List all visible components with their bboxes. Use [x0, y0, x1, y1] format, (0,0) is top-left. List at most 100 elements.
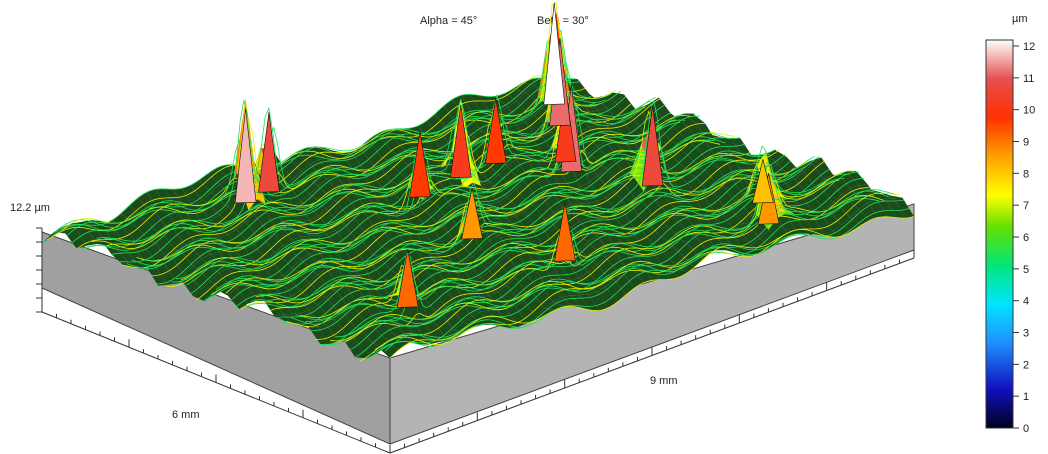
surface-mesh-line	[364, 190, 890, 361]
surface-cell	[550, 262, 571, 282]
surface-cell	[430, 337, 452, 342]
surface-cell	[181, 220, 202, 240]
surface-mesh-line	[230, 159, 756, 301]
surface-cell	[320, 338, 341, 345]
surface-cell	[469, 260, 490, 278]
surface-mesh-line	[270, 167, 795, 311]
surface-mesh-line	[285, 160, 810, 327]
surface-cell	[347, 208, 368, 216]
surface-cell	[326, 289, 347, 312]
surface-cell	[620, 152, 642, 155]
surface-cell	[876, 198, 897, 218]
colorbar-tick-label: 10	[1023, 105, 1035, 117]
surface-mesh-line	[280, 166, 805, 325]
surface-cell	[812, 187, 833, 211]
surface-cell	[530, 148, 551, 156]
surface-cell	[745, 245, 766, 256]
surface-cell	[684, 166, 705, 178]
surface-cell	[524, 246, 545, 267]
surface-cell	[414, 199, 435, 211]
surface-cell	[579, 294, 600, 311]
surface-cell	[335, 248, 356, 269]
surface-cell	[451, 186, 473, 208]
surface-cell	[503, 243, 525, 250]
colorbar-tick-label: 3	[1023, 328, 1029, 340]
surface-cell	[623, 174, 644, 199]
surface-cell	[404, 334, 425, 341]
surface-cell	[262, 230, 284, 253]
surface-cell	[532, 262, 554, 283]
surface-mesh-line	[106, 70, 631, 247]
surface-cell	[515, 181, 537, 204]
colorbar-tick-label: 6	[1023, 232, 1029, 244]
surface-cell	[416, 324, 437, 345]
surface-cell	[812, 213, 833, 234]
surface-cell	[541, 281, 562, 302]
surface-cell	[216, 165, 237, 179]
surface-cell	[198, 263, 219, 281]
surface-peak	[554, 202, 576, 262]
surface-cell	[181, 275, 202, 296]
surface-cell	[468, 280, 490, 297]
surface-cell	[190, 220, 211, 238]
surface-cell	[666, 207, 688, 222]
surface-cell	[506, 277, 527, 300]
surface-cell	[474, 316, 495, 327]
surface-cell	[254, 207, 275, 230]
surface-cell	[416, 268, 437, 291]
surface-cell	[410, 318, 431, 326]
surface-cell	[245, 98, 266, 205]
surface-mesh-line	[260, 154, 785, 300]
surface-cell	[431, 189, 452, 195]
surface-cell	[794, 197, 816, 219]
surface-cell	[722, 178, 743, 201]
surface-cell	[739, 226, 760, 246]
surface-cell	[704, 229, 725, 251]
surface-mesh-line	[111, 38, 636, 255]
surface-cell	[522, 79, 543, 86]
surface-cell	[422, 314, 443, 321]
y-axis: 9 mm	[389, 250, 915, 454]
surface-cell	[247, 299, 269, 304]
surface-mesh-line	[185, 89, 711, 286]
surface-mesh-line	[349, 184, 875, 351]
surface-cell	[199, 173, 220, 193]
surface-cell	[297, 205, 319, 221]
surface-cell	[605, 250, 626, 272]
surface-cell	[675, 170, 697, 184]
surface-cell	[451, 301, 472, 323]
surface-mesh-line	[245, 100, 770, 308]
surface-cell	[559, 186, 580, 205]
surface-cell	[713, 229, 734, 251]
surface-mesh-line	[345, 187, 870, 343]
surface-mesh-line	[46, 74, 572, 241]
surface-cell	[442, 307, 463, 331]
surface-cell	[155, 206, 176, 229]
x-axis: 6 mm	[41, 304, 391, 454]
surface-cell	[739, 194, 760, 216]
surface-cell	[803, 163, 825, 187]
surface-cell	[271, 280, 292, 300]
colorbar-gradient	[985, 39, 1014, 429]
surface-cell	[460, 297, 481, 316]
surface-cell	[707, 248, 728, 253]
surface-cell	[227, 287, 248, 309]
surface-cell	[289, 152, 310, 172]
surface-cell	[425, 230, 446, 252]
surface-cell	[353, 171, 374, 193]
surface-cell	[414, 225, 435, 234]
surface-cell	[504, 115, 526, 126]
surface-cell	[730, 202, 752, 224]
surface-cell	[532, 286, 554, 309]
surface-cell	[277, 152, 299, 167]
surface-cell	[379, 203, 400, 221]
surface-cell	[335, 193, 356, 216]
surface-cell	[317, 268, 339, 289]
surface-cell	[315, 224, 336, 235]
colorbar-tick-label: 8	[1023, 168, 1029, 180]
surface-cell	[335, 223, 356, 246]
surface-cell	[461, 94, 482, 114]
surface-cell	[821, 180, 842, 203]
surface-cell	[533, 197, 554, 220]
surface-cell	[786, 213, 807, 234]
